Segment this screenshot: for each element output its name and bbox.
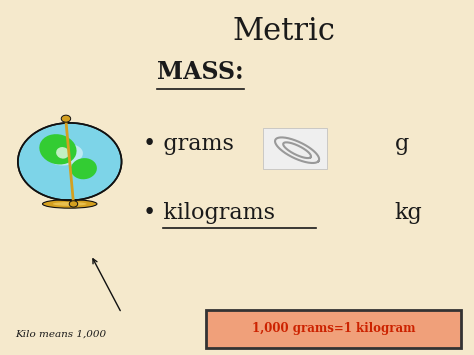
Text: MASS:: MASS: [157, 60, 244, 84]
Circle shape [18, 123, 121, 200]
Ellipse shape [47, 144, 83, 165]
Ellipse shape [71, 158, 97, 179]
Ellipse shape [53, 202, 87, 206]
Ellipse shape [56, 147, 69, 159]
Text: Kilo means 1,000: Kilo means 1,000 [16, 330, 107, 339]
Text: • kilograms: • kilograms [143, 202, 275, 224]
Ellipse shape [39, 134, 77, 164]
FancyBboxPatch shape [206, 310, 461, 348]
Circle shape [69, 201, 78, 207]
Text: kg: kg [395, 202, 423, 224]
FancyBboxPatch shape [263, 128, 327, 169]
Ellipse shape [43, 200, 97, 208]
Circle shape [61, 115, 71, 122]
Text: • grams: • grams [143, 133, 234, 155]
Text: g: g [395, 133, 409, 155]
Text: 1,000 grams=1 kilogram: 1,000 grams=1 kilogram [252, 322, 415, 335]
Text: Metric: Metric [233, 16, 336, 47]
